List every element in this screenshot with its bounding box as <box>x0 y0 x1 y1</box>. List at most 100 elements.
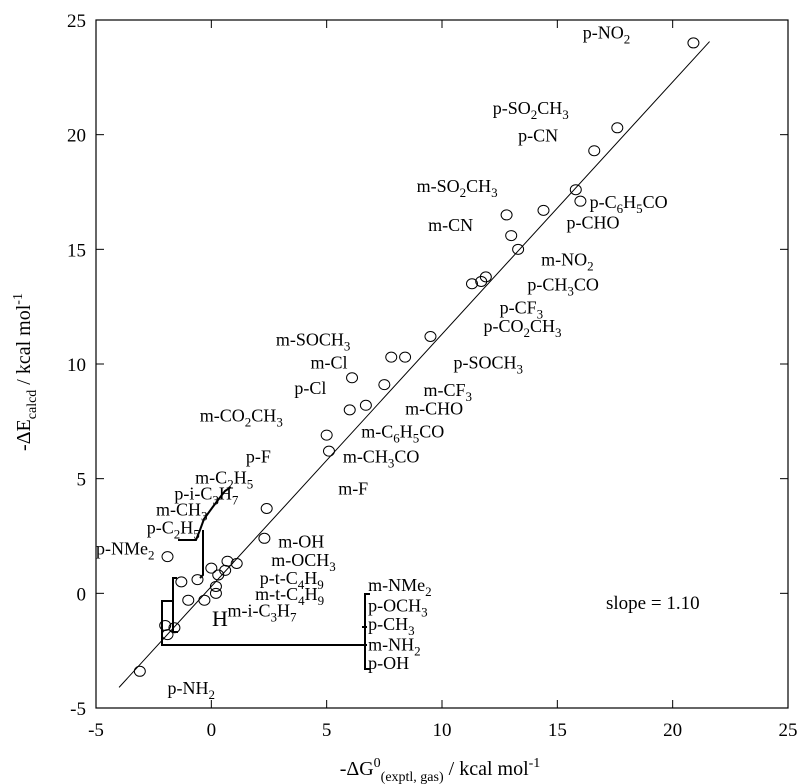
point-label: p-OH <box>368 653 409 673</box>
data-point <box>500 209 513 221</box>
point-label: m-SO2CH3 <box>417 176 498 200</box>
x-axis-title: -ΔG0(exptl, gas) / kcal mol-1 <box>340 756 541 784</box>
point-label: m-F <box>338 479 368 499</box>
data-point <box>209 587 222 599</box>
point-label: p-NMe2 <box>96 538 155 562</box>
data-point <box>399 351 412 363</box>
data-point <box>198 594 211 606</box>
point-label: p-C2H5 <box>147 518 200 542</box>
point-label: p-C6H5CO <box>590 192 668 216</box>
y-tick-label: 5 <box>77 470 87 491</box>
point-label: p-CN <box>518 126 558 146</box>
bracket-line <box>161 577 367 646</box>
point-label: m-NH2 <box>368 635 421 659</box>
data-point <box>230 558 243 570</box>
point-label: m-i-C3H7 <box>227 600 296 624</box>
y-tick-label: -5 <box>70 699 86 720</box>
point-label: p-SO2CH3 <box>493 98 569 122</box>
point-label: p-NH2 <box>168 678 216 702</box>
point-label: m-CHO <box>405 398 463 418</box>
data-point <box>465 278 478 290</box>
data-point <box>424 330 437 342</box>
data-point <box>687 37 700 49</box>
x-tick-label: 15 <box>548 720 567 741</box>
point-label: p-OCH3 <box>368 596 428 620</box>
point-label: p-F <box>246 447 271 467</box>
y-tick-label: 0 <box>77 584 87 605</box>
data-point <box>133 665 146 677</box>
point-label: p-CHO <box>567 213 620 233</box>
h-marker: H <box>212 606 228 631</box>
point-label: m-CF3 <box>424 380 473 404</box>
y-tick-label: 15 <box>67 240 86 261</box>
data-point <box>569 184 582 196</box>
point-label: m-t-C4H9 <box>255 584 324 608</box>
tick-labels: -5 0 5 10 15 20 25 -5 0 5 10 15 20 25 <box>67 11 798 741</box>
point-label: m-CH3 <box>156 499 208 523</box>
point-label: p-CH3CO <box>527 275 599 299</box>
data-point <box>537 204 550 216</box>
y-axis-title: -ΔEcalcd / kcal mol-1 <box>11 293 40 451</box>
y-tick-label: 25 <box>67 11 86 32</box>
point-label: p-CF3 <box>500 298 544 322</box>
data-point <box>588 145 601 157</box>
data-point <box>182 594 195 606</box>
data-point <box>260 502 273 514</box>
y-tick-label: 20 <box>67 126 86 147</box>
point-label: m-NMe2 <box>368 575 432 599</box>
data-point <box>161 551 174 563</box>
x-tick-label: 0 <box>207 720 217 741</box>
point-label: p-NO2 <box>583 22 631 46</box>
x-tick-label: -5 <box>88 720 104 741</box>
y-tick-label: 10 <box>67 355 86 376</box>
bracket-line <box>199 530 204 579</box>
data-point <box>322 445 335 457</box>
point-label: m-CH3CO <box>343 447 420 471</box>
data-point <box>191 574 204 586</box>
point-label: p-CO2CH3 <box>484 316 562 340</box>
point-label: m-SOCH3 <box>276 330 351 354</box>
point-label: m-CN <box>428 215 473 235</box>
point-label: m-OCH3 <box>271 550 336 574</box>
bracket-line <box>172 601 178 633</box>
data-point <box>479 271 492 283</box>
data-point <box>574 195 587 207</box>
x-tick-label: 10 <box>433 720 452 741</box>
data-point <box>168 622 181 634</box>
point-label: m-OH <box>278 531 324 551</box>
data-point <box>320 429 333 441</box>
data-point <box>346 372 359 384</box>
data-point <box>175 576 188 588</box>
data-point <box>258 532 271 544</box>
point-label: p-Cl <box>294 378 326 398</box>
data-point <box>221 555 234 567</box>
data-point <box>611 122 624 134</box>
point-label: p-t-C4H9 <box>260 568 324 592</box>
point-label: m-C6H5CO <box>361 421 444 445</box>
data-point <box>209 580 222 592</box>
x-tick-label: 25 <box>779 720 798 741</box>
data-point <box>505 230 518 242</box>
point-label: p-CH3 <box>368 614 415 638</box>
data-point <box>343 404 356 416</box>
slope-annotation: slope = 1.10 <box>606 593 700 614</box>
point-label: p-i-C3H7 <box>174 483 239 507</box>
point-label: p-SOCH3 <box>454 353 524 377</box>
data-point <box>161 629 174 641</box>
point-label: m-NO2 <box>541 249 594 273</box>
data-point <box>205 562 218 574</box>
x-tick-label: 20 <box>663 720 682 741</box>
bracket-line <box>178 486 232 541</box>
data-point <box>359 399 372 411</box>
data-point <box>512 243 525 255</box>
data-point <box>385 351 398 363</box>
point-label: m-CO2CH3 <box>200 405 283 429</box>
data-points <box>133 37 700 677</box>
bracket-line <box>364 593 370 670</box>
axis-ticks <box>95 19 789 709</box>
data-point <box>378 379 391 391</box>
point-label: m-C2H5 <box>195 467 253 491</box>
x-tick-label: 5 <box>322 720 332 741</box>
